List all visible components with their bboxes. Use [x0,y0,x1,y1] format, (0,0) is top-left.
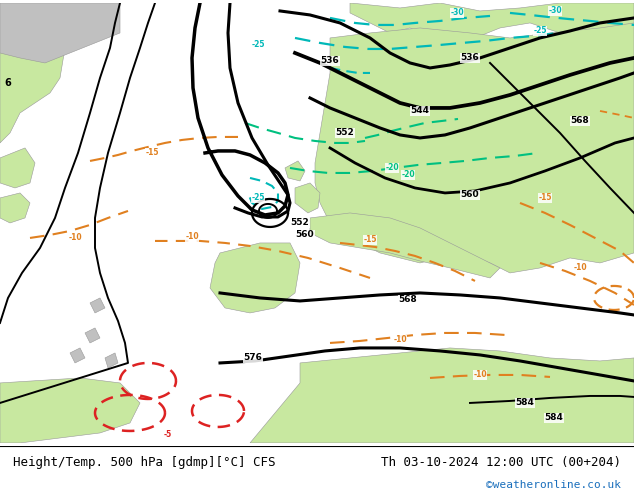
Polygon shape [285,161,305,181]
Text: 536: 536 [461,53,479,62]
Text: 552: 552 [290,219,309,227]
Polygon shape [0,193,30,223]
Polygon shape [0,3,120,63]
Text: Th 03-10-2024 12:00 UTC (00+204): Th 03-10-2024 12:00 UTC (00+204) [381,456,621,469]
Text: 584: 584 [545,414,564,422]
Polygon shape [70,348,85,363]
Polygon shape [85,328,100,343]
Text: -10: -10 [393,336,407,344]
Text: -15: -15 [538,194,552,202]
Text: 560: 560 [295,230,314,240]
Text: -20: -20 [401,171,415,179]
Text: -10: -10 [185,232,199,242]
Text: -25: -25 [251,41,265,49]
Polygon shape [310,213,500,278]
Text: -10: -10 [473,370,487,379]
Text: 6: 6 [4,78,11,88]
Polygon shape [105,353,118,368]
Polygon shape [0,148,35,188]
Text: -15: -15 [363,236,377,245]
Polygon shape [250,348,634,443]
Text: 536: 536 [321,56,339,66]
Polygon shape [315,23,634,273]
Text: -30: -30 [450,8,464,18]
Text: -25: -25 [251,194,265,202]
Text: -30: -30 [548,6,562,16]
Text: Height/Temp. 500 hPa [gdmp][°C] CFS: Height/Temp. 500 hPa [gdmp][°C] CFS [13,456,275,469]
Text: -10: -10 [68,233,82,243]
Polygon shape [210,243,300,313]
Text: -5: -5 [164,430,172,440]
Polygon shape [0,378,140,443]
Text: -15: -15 [145,148,158,157]
Text: 560: 560 [461,191,479,199]
Text: -10: -10 [573,264,587,272]
Text: -20: -20 [385,164,399,172]
Polygon shape [0,18,65,143]
Text: ©weatheronline.co.uk: ©weatheronline.co.uk [486,480,621,490]
Polygon shape [295,183,320,213]
Text: -25: -25 [533,26,547,35]
Text: 568: 568 [571,117,590,125]
Text: 584: 584 [515,398,534,408]
Text: 576: 576 [243,353,262,363]
Text: 568: 568 [399,295,417,304]
Text: 552: 552 [335,128,354,138]
Text: 544: 544 [410,106,429,116]
Polygon shape [350,3,634,53]
Polygon shape [90,298,105,313]
